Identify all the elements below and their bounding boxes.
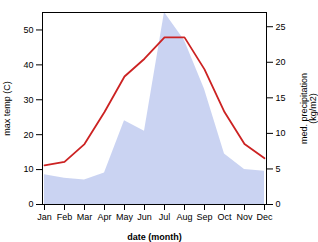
svg-text:Jul: Jul bbox=[159, 212, 171, 222]
svg-text:Sep: Sep bbox=[196, 212, 212, 222]
svg-text:0: 0 bbox=[28, 199, 33, 209]
svg-text:Feb: Feb bbox=[57, 212, 73, 222]
svg-text:May: May bbox=[116, 212, 134, 222]
svg-text:20: 20 bbox=[23, 130, 33, 140]
svg-text:40: 40 bbox=[23, 60, 33, 70]
svg-text:Mar: Mar bbox=[77, 212, 93, 222]
svg-text:Jun: Jun bbox=[137, 212, 152, 222]
svg-text:0: 0 bbox=[276, 199, 281, 209]
svg-text:Apr: Apr bbox=[97, 212, 111, 222]
svg-text:date (month): date (month) bbox=[127, 232, 182, 242]
svg-text:Jan: Jan bbox=[37, 212, 52, 222]
svg-text:Nov: Nov bbox=[236, 212, 253, 222]
svg-text:20: 20 bbox=[276, 57, 286, 67]
svg-text:25: 25 bbox=[276, 22, 286, 32]
svg-text:Oct: Oct bbox=[217, 212, 232, 222]
svg-text:30: 30 bbox=[23, 95, 33, 105]
svg-text:med. precipitation(kg/m2): med. precipitation(kg/m2) bbox=[299, 73, 318, 144]
svg-text:Aug: Aug bbox=[176, 212, 192, 222]
svg-text:10: 10 bbox=[276, 128, 286, 138]
svg-text:15: 15 bbox=[276, 93, 286, 103]
svg-text:Dec: Dec bbox=[256, 212, 273, 222]
svg-text:10: 10 bbox=[23, 164, 33, 174]
svg-text:5: 5 bbox=[276, 164, 281, 174]
svg-text:50: 50 bbox=[23, 25, 33, 35]
svg-text:max temp (C): max temp (C) bbox=[2, 81, 12, 136]
